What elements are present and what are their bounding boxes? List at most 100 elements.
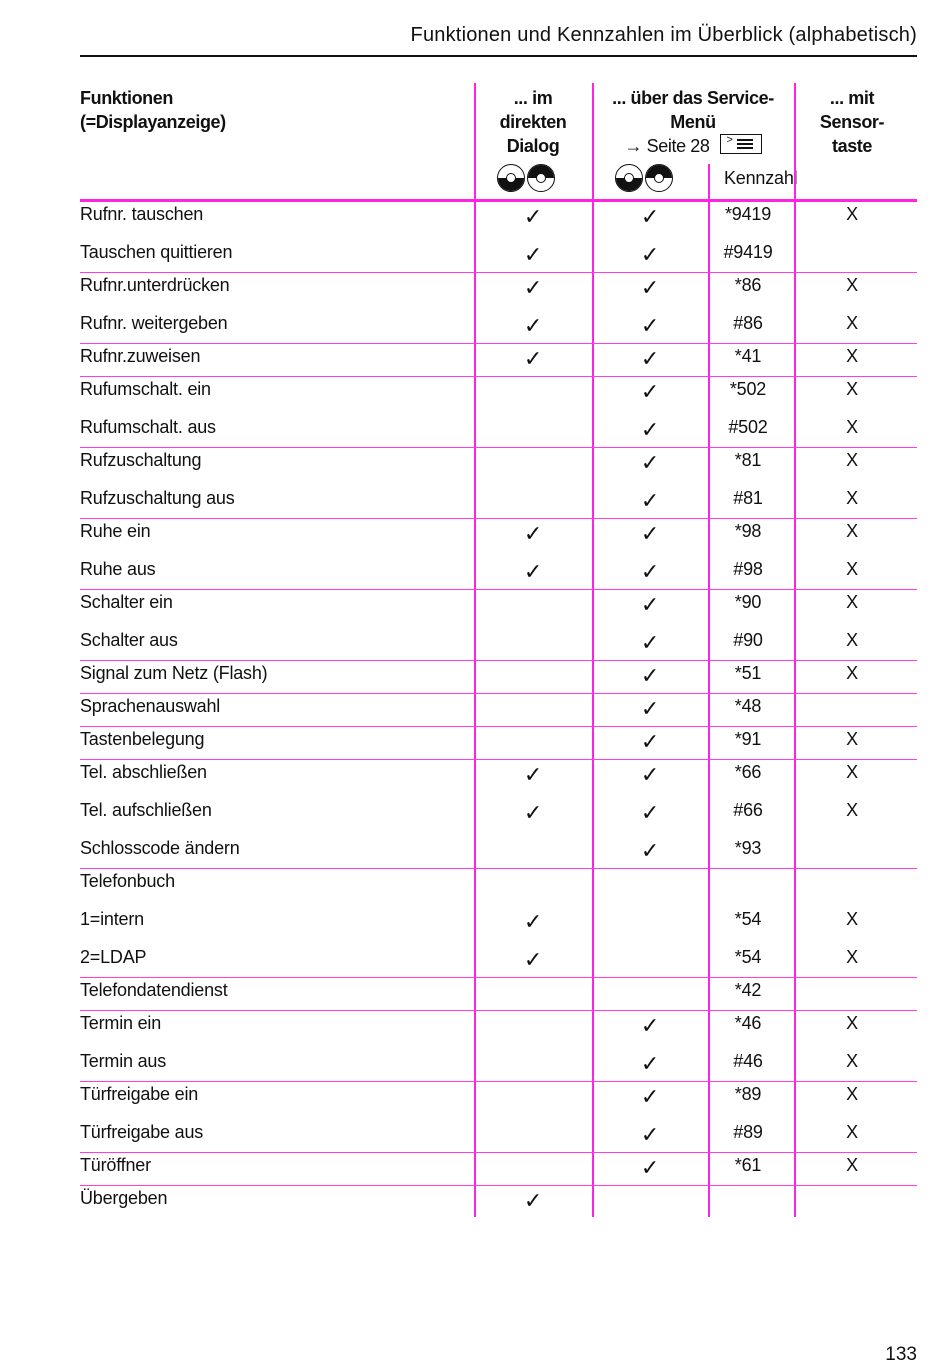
function-name: Türöffner bbox=[80, 1155, 151, 1175]
function-name: Ruhe ein bbox=[80, 521, 151, 541]
service-ref: → Seite 28 > bbox=[592, 134, 794, 158]
function-name: Rufnr.zuweisen bbox=[80, 346, 201, 366]
code-value: #9419 bbox=[723, 242, 773, 262]
function-name: Tastenbelegung bbox=[80, 729, 205, 749]
row-divider bbox=[80, 976, 917, 978]
sensor-key-mark: X bbox=[846, 521, 858, 541]
sensor-key-mark: X bbox=[846, 1155, 858, 1175]
code-value: *41 bbox=[734, 346, 762, 366]
service-key-icons bbox=[614, 164, 674, 197]
running-head: Funktionen und Kennzahlen im Überblick (… bbox=[410, 24, 917, 46]
check-icon: ✓ bbox=[640, 696, 660, 721]
code-value: *54 bbox=[734, 909, 762, 929]
check-icon: ✓ bbox=[523, 909, 543, 934]
code-value: *81 bbox=[734, 450, 762, 470]
check-icon: ✓ bbox=[640, 559, 660, 584]
check-icon: ✓ bbox=[523, 242, 543, 267]
handset-bottom-key-icon bbox=[615, 164, 643, 192]
code-value: #90 bbox=[733, 630, 763, 650]
col-header-code: Kennzahl bbox=[724, 168, 798, 188]
sensor-key-mark: X bbox=[846, 1051, 858, 1071]
sensor-key-mark: X bbox=[846, 488, 858, 508]
function-name: Rufnr.unterdrücken bbox=[80, 275, 230, 295]
col-header-line: ... mit bbox=[829, 88, 875, 108]
page-reference: → Seite 28 bbox=[624, 136, 710, 156]
function-name: 2=LDAP bbox=[80, 947, 147, 967]
check-icon: ✓ bbox=[523, 313, 543, 338]
function-name: Schalter ein bbox=[80, 592, 173, 612]
col-header-functions: Funktionen (=Displayanzeige) bbox=[80, 86, 226, 134]
function-name: Rufzuschaltung aus bbox=[80, 488, 235, 508]
function-name: Türfreigabe aus bbox=[80, 1122, 204, 1142]
check-icon: ✓ bbox=[640, 1084, 660, 1109]
check-icon: ✓ bbox=[640, 204, 660, 229]
row-divider bbox=[80, 1080, 917, 1082]
col-header-line: Funktionen bbox=[80, 88, 173, 108]
function-name: Rufumschalt. aus bbox=[80, 417, 216, 437]
check-icon: ✓ bbox=[640, 417, 660, 442]
row-divider bbox=[80, 1184, 917, 1186]
col-header-line: direkten bbox=[499, 112, 567, 132]
function-name: Termin aus bbox=[80, 1051, 167, 1071]
check-icon: ✓ bbox=[640, 838, 660, 863]
code-value: *66 bbox=[734, 762, 762, 782]
code-value: *54 bbox=[734, 947, 762, 967]
code-value: #98 bbox=[733, 559, 763, 579]
function-name: Schalter aus bbox=[80, 630, 178, 650]
col-header-line: taste bbox=[831, 136, 873, 156]
row-divider bbox=[80, 446, 917, 448]
col-header-sensor: ... mit Sensor- taste bbox=[794, 86, 910, 158]
check-icon: ✓ bbox=[640, 521, 660, 546]
handset-top-key-icon bbox=[527, 164, 555, 192]
check-icon: ✓ bbox=[640, 1051, 660, 1076]
row-divider bbox=[80, 1151, 917, 1153]
function-name: Tel. aufschließen bbox=[80, 800, 212, 820]
column-divider bbox=[708, 164, 710, 1217]
check-icon: ✓ bbox=[523, 800, 543, 825]
handset-bottom-key-icon bbox=[497, 164, 525, 192]
code-value: *61 bbox=[734, 1155, 762, 1175]
code-value: #46 bbox=[733, 1051, 763, 1071]
row-divider bbox=[80, 867, 917, 869]
check-icon: ✓ bbox=[523, 762, 543, 787]
row-divider bbox=[80, 1009, 917, 1011]
check-icon: ✓ bbox=[523, 521, 543, 546]
function-name: Telefondatendienst bbox=[80, 980, 228, 1000]
check-icon: ✓ bbox=[640, 275, 660, 300]
col-header-line: ... über das Service-Menü bbox=[612, 88, 774, 132]
sensor-key-mark: X bbox=[846, 1122, 858, 1142]
code-value: *93 bbox=[734, 838, 762, 858]
function-name: Sprachenauswahl bbox=[80, 696, 221, 716]
function-name: Rufnr. tauschen bbox=[80, 204, 204, 224]
column-divider bbox=[474, 83, 476, 1217]
service-menu-icon: > bbox=[719, 134, 762, 154]
column-divider bbox=[794, 83, 796, 1217]
function-name: Telefonbuch bbox=[80, 871, 175, 891]
direct-key-icons bbox=[496, 164, 556, 197]
function-name: 1=intern bbox=[80, 909, 144, 929]
code-value: *9419 bbox=[724, 204, 772, 224]
check-icon: ✓ bbox=[640, 663, 660, 688]
check-icon: ✓ bbox=[523, 559, 543, 584]
check-icon: ✓ bbox=[640, 1013, 660, 1038]
sensor-key-mark: X bbox=[846, 204, 858, 224]
header-rule bbox=[80, 55, 917, 57]
function-name: Schlosscode ändern bbox=[80, 838, 240, 858]
code-value: #89 bbox=[733, 1122, 763, 1142]
code-value: *42 bbox=[734, 980, 762, 1000]
function-name: Türfreigabe ein bbox=[80, 1084, 199, 1104]
row-divider bbox=[80, 517, 917, 519]
code-value: *90 bbox=[734, 592, 762, 612]
function-name: Ruhe aus bbox=[80, 559, 156, 579]
sensor-key-mark: X bbox=[846, 729, 858, 749]
col-header-line: Dialog bbox=[506, 136, 560, 156]
sensor-key-mark: X bbox=[846, 450, 858, 470]
code-value: *51 bbox=[734, 663, 762, 683]
col-header-service: ... über das Service-Menü → Seite 28 > bbox=[592, 86, 794, 158]
check-icon: ✓ bbox=[640, 800, 660, 825]
handset-top-key-icon bbox=[645, 164, 673, 192]
page-number: 133 bbox=[885, 1344, 917, 1365]
check-icon: ✓ bbox=[640, 729, 660, 754]
check-icon: ✓ bbox=[523, 346, 543, 371]
function-name: Rufzuschaltung bbox=[80, 450, 202, 470]
